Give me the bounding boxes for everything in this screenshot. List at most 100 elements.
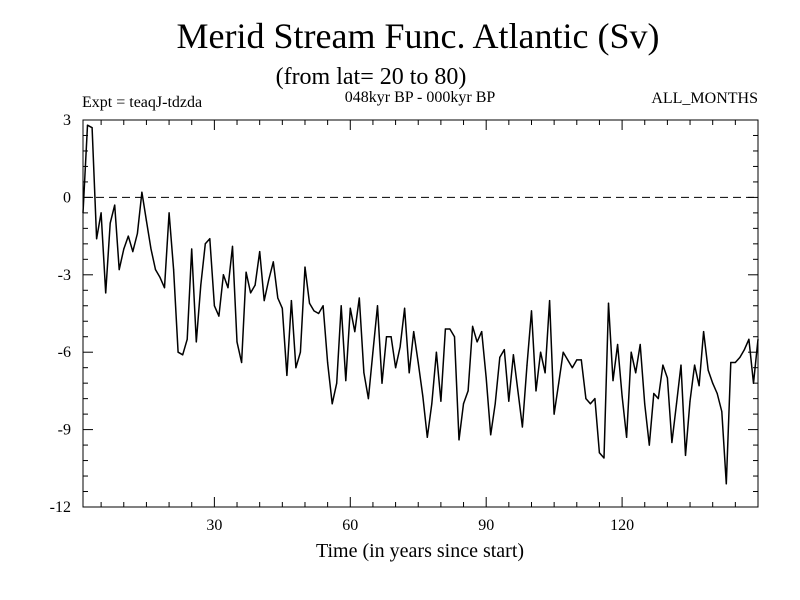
data-point xyxy=(105,292,107,294)
data-point xyxy=(408,372,410,374)
data-point xyxy=(698,385,700,387)
data-point xyxy=(612,380,614,382)
y-tick-label: 3 xyxy=(63,112,71,129)
data-point xyxy=(209,238,211,240)
series-line xyxy=(82,124,759,485)
data-point xyxy=(272,261,274,263)
data-point xyxy=(163,287,166,289)
data-point xyxy=(503,349,505,351)
data-point xyxy=(372,351,374,353)
data-point xyxy=(250,292,252,294)
x-tick-label: 30 xyxy=(206,517,222,534)
data-point xyxy=(589,403,592,405)
data-point xyxy=(245,271,247,273)
data-point xyxy=(535,390,537,392)
data-point xyxy=(567,359,569,361)
data-point xyxy=(716,392,718,395)
data-point xyxy=(413,331,415,333)
data-point xyxy=(743,349,746,351)
data-point xyxy=(100,212,102,214)
data-point xyxy=(340,305,342,307)
data-point xyxy=(381,382,383,384)
data-point xyxy=(177,351,179,353)
data-point xyxy=(571,367,573,369)
data-point xyxy=(721,410,723,413)
data-point xyxy=(118,269,120,271)
data-point xyxy=(154,269,157,271)
data-point xyxy=(512,354,515,356)
data-point xyxy=(141,191,143,193)
data-point xyxy=(435,351,437,353)
data-point xyxy=(607,302,610,304)
data-point xyxy=(231,245,234,247)
chart-title: Merid Stream Func. Atlantic (Sv) xyxy=(177,16,660,56)
data-point xyxy=(195,341,197,343)
x-axis: 30 60 90 120 xyxy=(100,120,759,534)
data-point xyxy=(694,364,696,366)
data-point xyxy=(440,400,442,402)
y-axis: 3 0 -3 -6 -9 -12 xyxy=(50,112,758,516)
data-point xyxy=(757,338,759,340)
data-point xyxy=(689,400,691,402)
data-point xyxy=(123,248,125,250)
data-point xyxy=(499,356,501,358)
data-point xyxy=(630,351,632,353)
data-point xyxy=(553,413,555,415)
data-point xyxy=(648,444,650,446)
data-point xyxy=(458,439,460,441)
data-point xyxy=(558,382,560,384)
data-point xyxy=(268,279,270,281)
data-point xyxy=(675,403,678,405)
data-point xyxy=(318,312,320,315)
data-point xyxy=(363,372,365,374)
data-point xyxy=(136,232,138,235)
data-point xyxy=(114,204,116,206)
data-point xyxy=(707,369,709,371)
data-point xyxy=(725,483,727,485)
data-point xyxy=(290,300,292,302)
data-point xyxy=(476,341,478,343)
data-point xyxy=(331,403,333,405)
chart-subtitle: (from lat= 20 to 80) xyxy=(276,64,467,90)
x-tick-label: 120 xyxy=(610,517,634,534)
y-tick-label: 0 xyxy=(63,189,71,206)
data-point xyxy=(544,372,546,374)
data-point xyxy=(358,297,360,299)
x-tick-label: 60 xyxy=(342,517,358,534)
data-point xyxy=(549,300,551,302)
data-point xyxy=(304,266,306,268)
data-point xyxy=(540,351,542,353)
y-tick-label: -9 xyxy=(58,422,71,439)
data-point xyxy=(345,380,347,382)
data-point xyxy=(526,364,528,366)
data-point xyxy=(213,305,215,307)
data-point xyxy=(653,392,655,395)
data-point xyxy=(739,356,741,358)
data-point xyxy=(444,328,446,330)
data-point xyxy=(657,398,659,400)
data-point xyxy=(91,127,93,129)
data-point xyxy=(336,382,338,384)
data-point xyxy=(286,374,288,376)
data-point xyxy=(204,243,206,245)
y-tick-label: -3 xyxy=(58,267,71,284)
data-point xyxy=(254,284,256,286)
data-point xyxy=(422,395,424,397)
data-point xyxy=(313,310,315,312)
data-point xyxy=(481,331,483,333)
data-point xyxy=(748,338,750,340)
data-point xyxy=(349,307,351,309)
data-point xyxy=(399,346,401,348)
data-point xyxy=(295,367,297,369)
data-point xyxy=(453,336,456,338)
data-point xyxy=(404,307,406,309)
data-point xyxy=(145,220,147,222)
data-point xyxy=(376,305,379,307)
data-point xyxy=(395,367,397,369)
data-point xyxy=(621,395,623,397)
data-point xyxy=(703,331,705,333)
data-point xyxy=(127,235,129,237)
data-point xyxy=(684,454,687,456)
data-point xyxy=(580,359,582,361)
data-point xyxy=(530,310,533,312)
